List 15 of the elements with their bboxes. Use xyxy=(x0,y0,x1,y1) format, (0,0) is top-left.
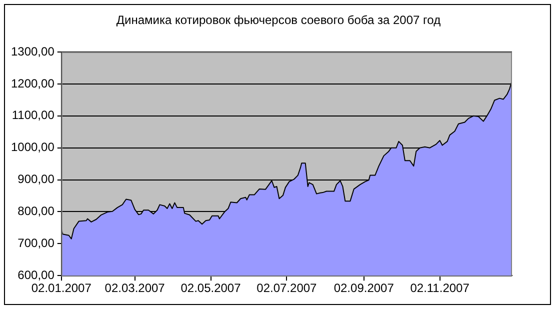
chart-title: Динамика котировок фьючерсов соевого боба за 2007 год xyxy=(115,13,442,27)
y-tick-label: 800,00 xyxy=(18,204,55,218)
x-tick-label: 02.01.2007 xyxy=(31,281,92,296)
y-tick-label: 600,00 xyxy=(18,268,55,282)
y-tick-label: 1200,00 xyxy=(10,76,55,90)
x-tick-label: 02.03.2007 xyxy=(104,281,166,296)
x-tick-label: 02.11.2007 xyxy=(410,281,470,296)
x-tick-label: 02.07.2007 xyxy=(256,281,318,296)
y-tick-label: 1000,00 xyxy=(10,140,55,154)
y-tick-label: 900,00 xyxy=(18,172,55,186)
x-tick-label: 02.05.2007 xyxy=(180,281,242,296)
y-tick-label: 1300,00 xyxy=(10,44,55,58)
y-tick-label: 700,00 xyxy=(18,236,55,250)
y-tick-label: 1100,00 xyxy=(12,108,55,122)
x-tick-label: 02.09.2007 xyxy=(334,281,394,296)
